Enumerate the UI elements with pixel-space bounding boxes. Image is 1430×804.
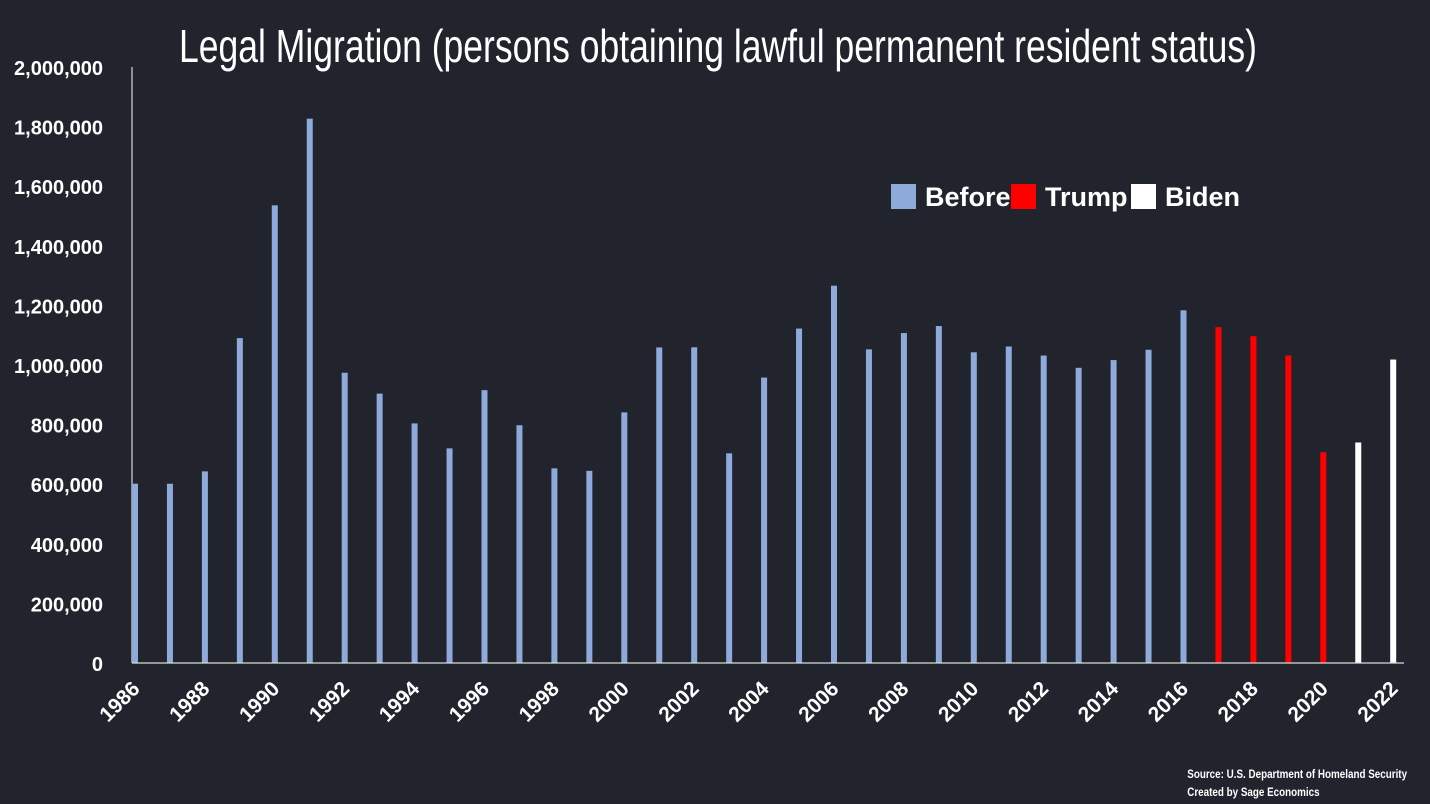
y-tick-label: 800,000	[31, 416, 103, 438]
y-tick-label: 1,600,000	[14, 177, 103, 199]
x-tick-label: 2004	[724, 677, 774, 727]
bar-2013	[1075, 367, 1082, 663]
credit-line: Created by Sage Economics	[1187, 785, 1320, 799]
legend-label-before: Before	[925, 182, 1011, 212]
bar-2007	[865, 349, 872, 663]
x-tick-label: 1988	[165, 677, 215, 727]
x-tick-label: 2020	[1284, 677, 1333, 726]
legend-swatch-trump	[1011, 184, 1036, 209]
legend-label-biden: Biden	[1165, 182, 1240, 212]
bar-2019	[1285, 355, 1292, 663]
bar-1991	[306, 118, 313, 664]
y-tick-label: 200,000	[31, 594, 103, 616]
bar-1998	[551, 468, 558, 663]
bar-2020	[1320, 452, 1327, 663]
bar-1995	[446, 448, 453, 663]
bar-1994	[411, 423, 418, 663]
bar-1987	[166, 483, 173, 663]
chart-title: Legal Migration (persons obtaining lawfu…	[179, 20, 1257, 72]
x-tick-label: 1986	[95, 677, 144, 726]
bar-2000	[621, 412, 628, 663]
x-tick-label: 2006	[794, 677, 843, 726]
bar-2002	[691, 347, 698, 663]
bar-2014	[1110, 360, 1117, 663]
bar-2011	[1005, 346, 1012, 663]
legend: Before Trump Biden	[891, 182, 1240, 212]
y-tick-label: 400,000	[31, 535, 103, 557]
x-tick-label: 2000	[585, 677, 634, 726]
bar-2009	[935, 326, 942, 663]
y-tick-label: 1,800,000	[14, 118, 103, 140]
bar-2018	[1250, 336, 1257, 663]
bar-1989	[236, 338, 243, 663]
x-tick-label: 1990	[235, 677, 284, 726]
bar-2017	[1215, 327, 1222, 663]
y-tick-label: 1,400,000	[14, 237, 103, 259]
bar-1999	[586, 470, 593, 663]
x-tick-label: 2012	[1004, 677, 1053, 726]
bar-2016	[1180, 310, 1187, 663]
bar-1990	[271, 205, 278, 663]
bar-1986	[132, 483, 138, 663]
y-tick-label: 1,000,000	[14, 356, 103, 378]
bar-2021	[1355, 442, 1362, 663]
x-tick-label: 2016	[1144, 677, 1193, 726]
y-axis: 0 200,000 400,000 600,000 800,000 1,000,000 1,…	[14, 58, 133, 676]
legend-swatch-biden	[1131, 184, 1156, 209]
bar-1992	[341, 372, 348, 663]
x-tick-label: 1992	[305, 677, 354, 726]
bar-2015	[1145, 349, 1152, 663]
bar-2003	[726, 453, 733, 663]
x-tick-label: 1996	[445, 677, 494, 726]
legend-label-trump: Trump	[1045, 182, 1128, 212]
x-tick-label: 1994	[375, 677, 425, 727]
x-tick-label: 2022	[1353, 677, 1402, 726]
x-tick-label: 2002	[654, 677, 703, 726]
bar-2012	[1040, 355, 1047, 663]
bar-1996	[481, 390, 488, 663]
y-tick-label: 1,200,000	[14, 296, 103, 318]
x-tick-label: 1998	[515, 677, 565, 727]
x-tick-label: 2008	[864, 677, 914, 727]
x-axis: 1986 1988 1990 1992 1994 1996 1998 2000 2002 2004…	[95, 662, 1404, 727]
bar-2008	[900, 333, 907, 663]
x-tick-label: 2018	[1214, 677, 1264, 727]
bars	[132, 118, 1397, 664]
x-tick-label: 2014	[1074, 677, 1124, 727]
bar-1988	[201, 471, 208, 663]
bar-2004	[761, 377, 768, 663]
source-note: Source: U.S. Department of Homeland Secu…	[1187, 765, 1407, 801]
y-tick-label: 0	[92, 654, 103, 676]
y-tick-label: 600,000	[31, 475, 103, 497]
bar-1993	[376, 393, 383, 663]
bar-2005	[796, 328, 803, 663]
legend-swatch-before	[891, 184, 916, 209]
bar-2006	[831, 285, 837, 663]
x-tick-label: 2010	[934, 677, 983, 726]
bar-2001	[656, 347, 663, 663]
bar-1997	[516, 425, 523, 663]
bar-2010	[970, 352, 977, 663]
y-tick-label: 2,000,000	[14, 58, 103, 80]
bar-2022	[1390, 359, 1397, 663]
source-line: Source: U.S. Department of Homeland Secu…	[1187, 767, 1407, 781]
